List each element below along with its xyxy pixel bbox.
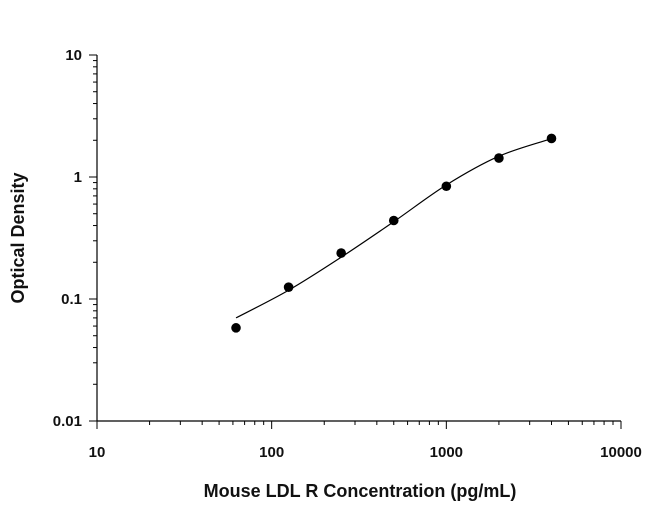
x-tick-label: 1000 (430, 444, 463, 461)
axes: 10 100 1000 10000 0.01 0.1 1 10 (53, 47, 642, 461)
data-point (494, 153, 504, 163)
y-tick-label: 0.1 (61, 291, 82, 308)
data-point (388, 215, 399, 226)
data-point (546, 133, 557, 144)
data-point (336, 248, 346, 258)
data-point (283, 282, 294, 292)
x-tick-label: 10000 (600, 444, 642, 461)
data-points (231, 133, 557, 333)
x-tick-label: 10 (89, 444, 106, 461)
x-axis-title: Mouse LDL R Concentration (pg/mL) (204, 481, 517, 501)
y-tick-label: 0.01 (53, 413, 82, 430)
x-tick-label: 100 (259, 444, 284, 461)
fit-curve (235, 138, 552, 319)
y-tick-label: 1 (74, 169, 82, 186)
data-point (231, 323, 241, 333)
y-tick-label: 10 (65, 47, 82, 64)
fit-curve-layer (235, 138, 552, 319)
y-axis-title: Optical Density (8, 172, 28, 303)
data-point (441, 181, 452, 192)
